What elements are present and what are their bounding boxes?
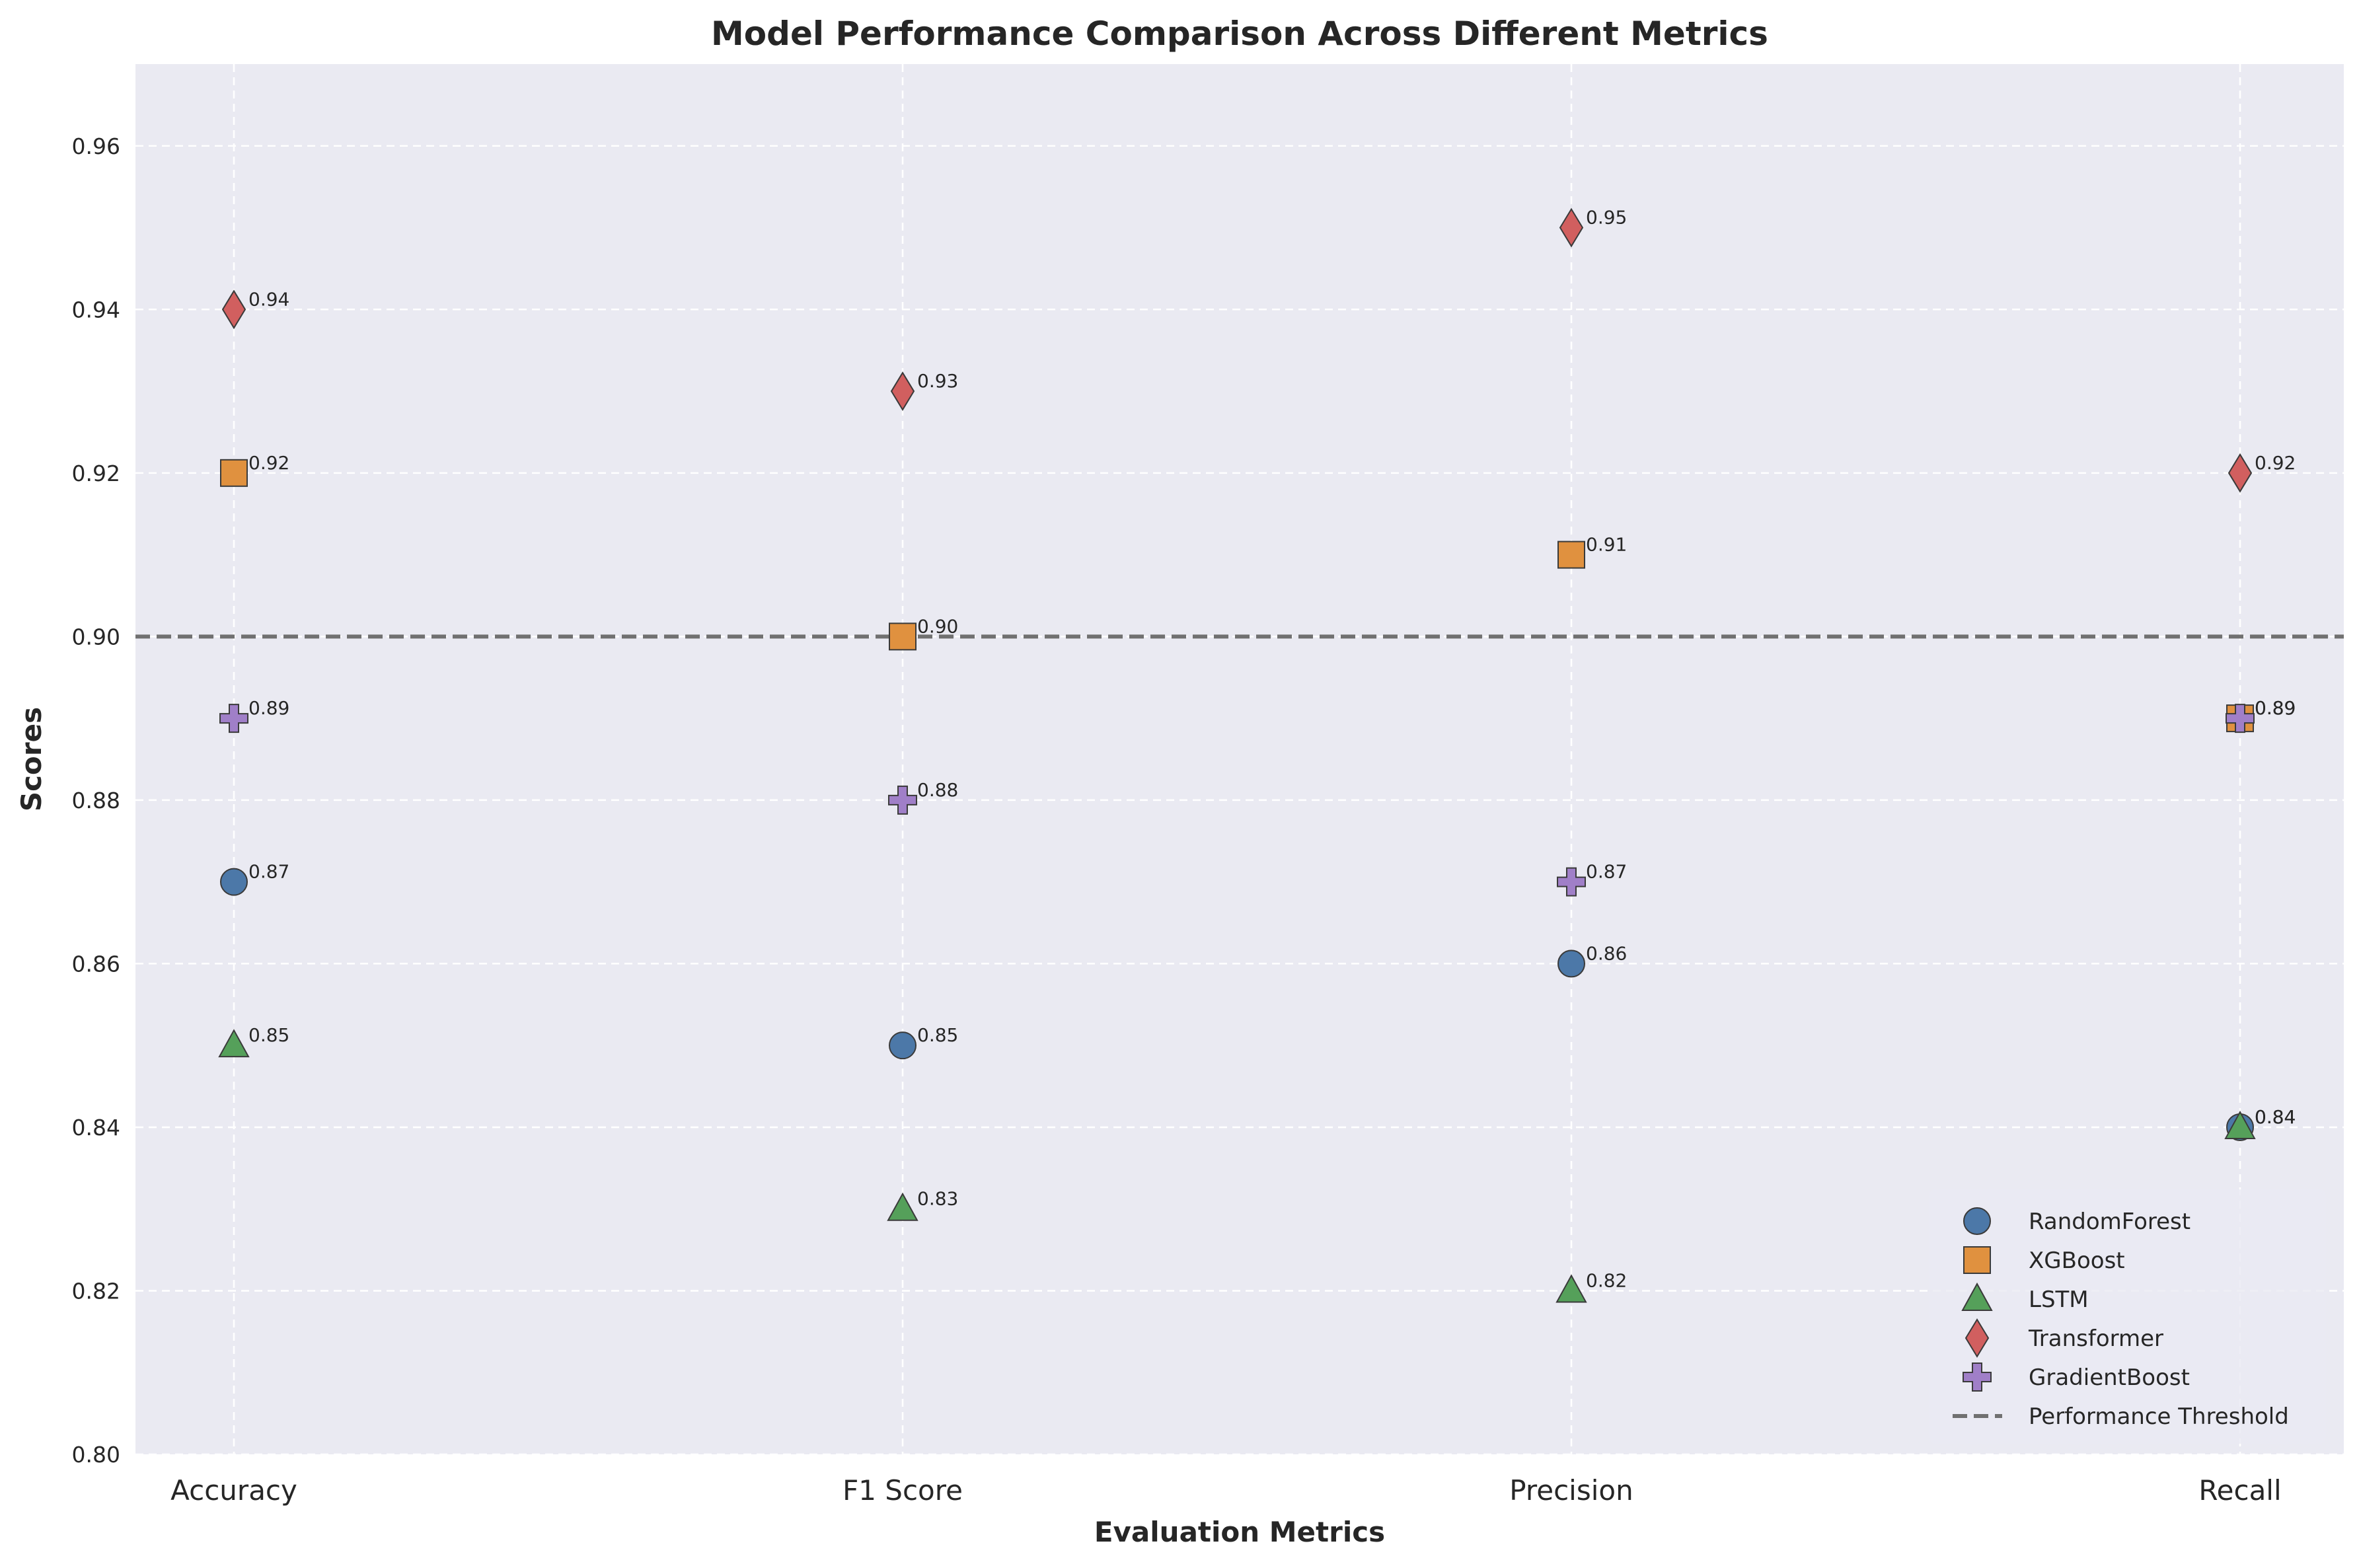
point-transformer: [2228, 453, 2253, 493]
legend-marker-gradientboost: [1963, 1363, 1992, 1392]
legend-label-threshold: Performance Threshold: [2029, 1403, 2289, 1430]
data-label-lstm: 0.85: [248, 1024, 289, 1046]
point-lstm: [218, 1029, 250, 1058]
x-ticks: Accuracy F1 Score Precision Recall: [170, 1474, 2282, 1507]
point-transformer: [1559, 207, 1584, 248]
y-axis-label: Scores: [15, 707, 48, 811]
y-tick-label: 0.90: [72, 624, 120, 650]
point-gradientboost: [888, 785, 917, 815]
x-axis-label: Evaluation Metrics: [1094, 1516, 1385, 1548]
x-tick-label: Accuracy: [170, 1474, 297, 1507]
y-ticks: 0.80 0.82 0.84 0.86 0.88 0.90 0.92 0.94 0.96: [72, 133, 120, 1468]
legend-marker-randomforest: [1963, 1207, 1991, 1235]
y-tick-label: 0.80: [72, 1442, 120, 1468]
legend-frame: [1929, 1189, 2326, 1444]
data-label-randomforest: 0.85: [917, 1024, 958, 1046]
point-randomforest: [220, 868, 248, 896]
legend-label-xgboost: XGBoost: [2029, 1248, 2125, 1274]
y-tick-label: 0.84: [72, 1115, 120, 1140]
data-label-randomforest: 0.86: [1586, 942, 1627, 964]
y-tick-label: 0.94: [72, 297, 120, 322]
point-xgboost: [220, 459, 248, 487]
point-gradientboost: [219, 704, 248, 733]
legend-label-randomforest: RandomForest: [2029, 1209, 2190, 1235]
legend-label-transformer: Transformer: [2028, 1325, 2163, 1352]
y-tick-label: 0.86: [72, 951, 120, 977]
x-tick-label: F1 Score: [842, 1474, 963, 1507]
data-label-lstm: 0.82: [1586, 1269, 1627, 1291]
data-label-gradientboost: 0.88: [917, 779, 958, 801]
legend: RandomForest XGBoost LSTM Transformer Gradie…: [1929, 1189, 2326, 1444]
data-label-xgboost: 0.91: [1586, 534, 1627, 556]
point-xgboost: [889, 622, 917, 651]
marks-layer: [218, 207, 2256, 1303]
point-xgboost: [1557, 541, 1585, 569]
point-lstm: [2224, 1110, 2256, 1139]
data-label-lstm: 0.83: [917, 1188, 958, 1210]
x-tick-label: Precision: [1509, 1474, 1633, 1507]
point-randomforest: [889, 1031, 917, 1060]
data-label-randomforest: 0.84: [2255, 1106, 2296, 1128]
data-label-transformer: 0.95: [1586, 207, 1627, 229]
data-label-transformer: 0.93: [917, 370, 958, 392]
point-randomforest: [1557, 950, 1585, 978]
data-label-lstm: 0.84: [2255, 1106, 2296, 1128]
legend-entries: RandomForest XGBoost LSTM Transformer Gradie…: [1953, 1207, 2289, 1430]
data-label-transformer: 0.94: [248, 288, 289, 310]
data-label-randomforest: 0.87: [248, 861, 289, 883]
data-labels-layer: 0.87 0.85 0.86 0.84 0.92 0.90 0.91 0.89 0.85 0.83…: [248, 207, 2296, 1292]
data-label-xgboost: 0.90: [917, 615, 958, 637]
y-tick-label: 0.82: [72, 1278, 120, 1304]
legend-label-lstm: LSTM: [2029, 1287, 2089, 1313]
point-lstm: [1555, 1274, 1587, 1303]
legend-label-gradientboost: GradientBoost: [2029, 1364, 2190, 1391]
data-label-gradientboost: 0.89: [248, 697, 289, 719]
data-label-gradientboost: 0.89: [2255, 697, 2296, 719]
legend-marker-lstm: [1961, 1282, 1993, 1311]
legend-marker-transformer: [1965, 1318, 1990, 1358]
data-label-xgboost: 0.92: [248, 452, 289, 474]
point-transformer: [890, 371, 915, 411]
point-gradientboost: [1557, 867, 1586, 897]
data-label-xgboost: 0.89: [2255, 697, 2296, 719]
point-lstm: [887, 1192, 918, 1221]
legend-marker-xgboost: [1963, 1246, 1991, 1274]
data-label-transformer: 0.92: [2255, 452, 2296, 474]
y-tick-label: 0.92: [72, 461, 120, 486]
chart-title: Model Performance Comparison Across Diff…: [711, 15, 1768, 53]
x-tick-label: Recall: [2198, 1474, 2281, 1507]
y-tick-label: 0.88: [72, 788, 120, 813]
point-transformer: [221, 289, 246, 330]
y-tick-label: 0.96: [72, 133, 120, 159]
point-gradientboost: [2226, 704, 2255, 733]
data-label-gradientboost: 0.87: [1586, 861, 1627, 883]
